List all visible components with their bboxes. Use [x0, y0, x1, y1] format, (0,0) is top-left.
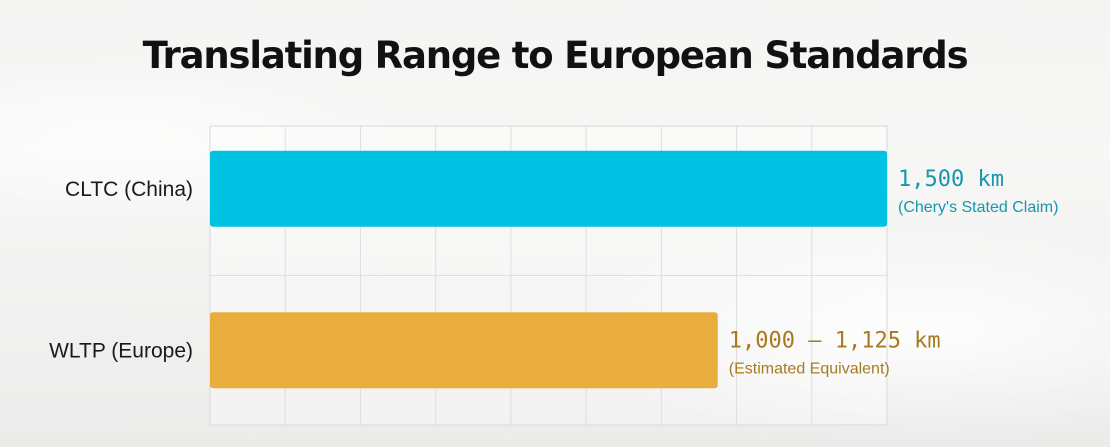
category-label: WLTP (Europe) — [49, 339, 193, 362]
data-label-value: 1,500 km — [898, 167, 1004, 192]
data-label-note: (Estimated Equivalent) — [729, 360, 890, 377]
chart-title: Translating Range to European Standards — [142, 34, 969, 77]
bar-wltp — [210, 312, 718, 389]
bar-cltc — [210, 150, 887, 227]
data-label-note: (Chery's Stated Claim) — [898, 199, 1058, 216]
data-label-value: 1,000 – 1,125 km — [729, 328, 941, 353]
category-label: CLTC (China) — [65, 178, 193, 201]
